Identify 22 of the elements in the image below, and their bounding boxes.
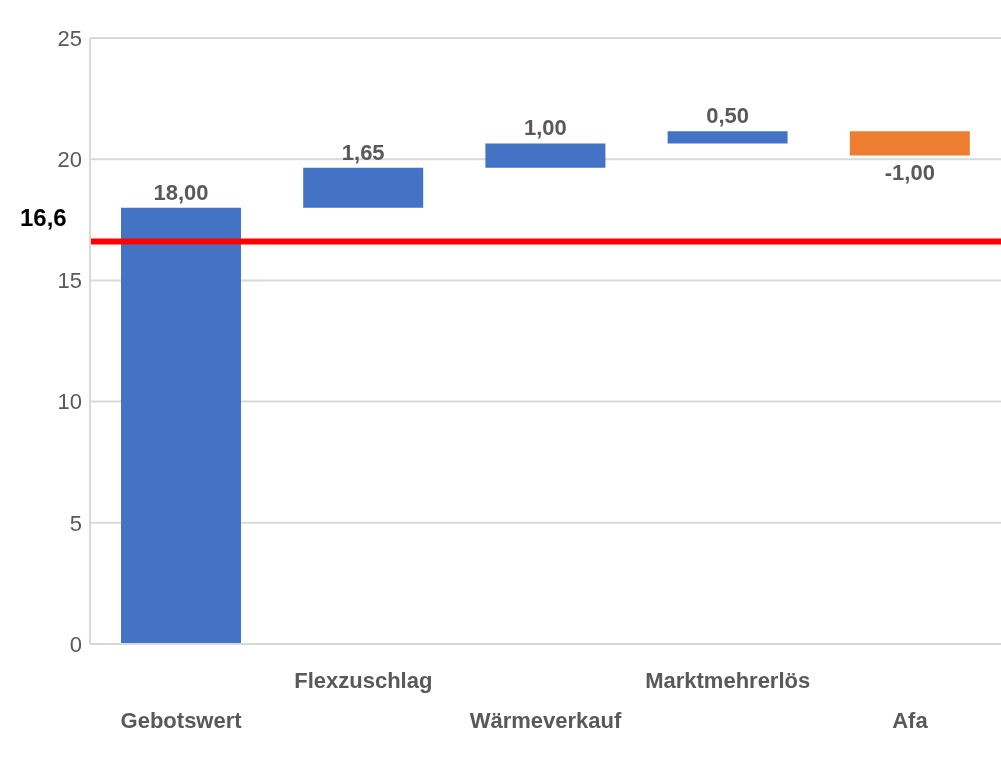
data-label: 1,65 bbox=[341, 139, 385, 165]
ref-line-label: 16,6 bbox=[20, 203, 67, 231]
x-tick-label: Afa bbox=[892, 708, 929, 733]
bar bbox=[849, 131, 970, 156]
data-label: 1,00 bbox=[523, 115, 567, 141]
y-tick-label: 0 bbox=[69, 631, 82, 657]
data-label: 18,00 bbox=[153, 179, 209, 205]
y-tick-label: 15 bbox=[57, 268, 82, 294]
bar bbox=[303, 167, 424, 208]
x-tick-label: Flexzuschlag bbox=[294, 668, 433, 693]
x-tick-label: Marktmehrerlös bbox=[645, 668, 811, 693]
bar bbox=[667, 131, 788, 144]
y-tick-label: 25 bbox=[57, 25, 82, 51]
data-label: -1,00 bbox=[884, 159, 935, 185]
y-tick-label: 10 bbox=[57, 389, 82, 415]
data-label: 0,50 bbox=[706, 103, 750, 129]
y-tick-label: 20 bbox=[57, 147, 82, 173]
y-tick-label: 5 bbox=[69, 510, 82, 536]
bar bbox=[485, 143, 606, 168]
bar bbox=[121, 207, 241, 644]
x-tick-label: Wärmeverkauf bbox=[469, 708, 622, 733]
x-tick-label: Gebotswert bbox=[120, 708, 243, 733]
